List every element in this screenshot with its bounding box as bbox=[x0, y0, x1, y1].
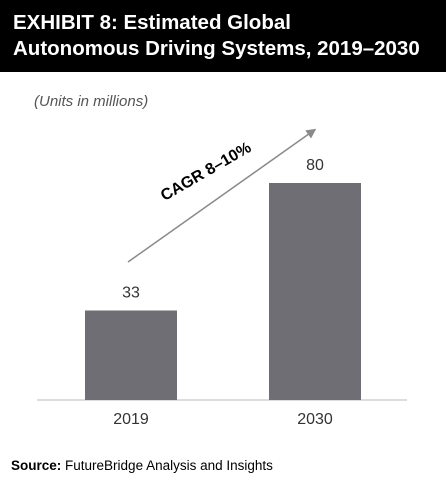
data-label-2019: 33 bbox=[122, 284, 140, 301]
units-note: (Units in millions) bbox=[34, 93, 149, 110]
chart-title: EXHIBIT 8: Estimated Global Autonomous D… bbox=[13, 10, 438, 62]
source-label: Source: bbox=[11, 458, 62, 473]
title-banner: EXHIBIT 8: Estimated Global Autonomous D… bbox=[0, 0, 446, 72]
bar-2019 bbox=[85, 310, 177, 400]
cagr-arrow bbox=[127, 128, 317, 263]
source-text: FutureBridge Analysis and Insights bbox=[65, 458, 273, 473]
chart-title-line-2: Autonomous Driving Systems, 2019–2030 bbox=[13, 37, 420, 60]
source-note: Source: FutureBridge Analysis and Insigh… bbox=[11, 458, 273, 473]
chart-title-line-1: EXHIBIT 8: Estimated Global bbox=[13, 11, 291, 34]
x-tick-label-2030: 2030 bbox=[297, 411, 333, 428]
bar-2030 bbox=[269, 183, 361, 400]
data-label-2030: 80 bbox=[306, 157, 324, 174]
x-tick-label-2019: 2019 bbox=[113, 411, 149, 428]
